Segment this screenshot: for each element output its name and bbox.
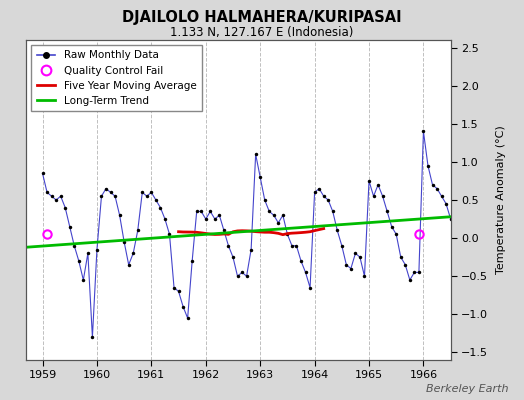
Legend: Raw Monthly Data, Quality Control Fail, Five Year Moving Average, Long-Term Tren: Raw Monthly Data, Quality Control Fail, … [31, 45, 202, 111]
Text: Berkeley Earth: Berkeley Earth [426, 384, 508, 394]
Text: DJAILOLO HALMAHERA/KURIPASAI: DJAILOLO HALMAHERA/KURIPASAI [122, 10, 402, 25]
Y-axis label: Temperature Anomaly (°C): Temperature Anomaly (°C) [496, 126, 506, 274]
Text: 1.133 N, 127.167 E (Indonesia): 1.133 N, 127.167 E (Indonesia) [170, 26, 354, 39]
